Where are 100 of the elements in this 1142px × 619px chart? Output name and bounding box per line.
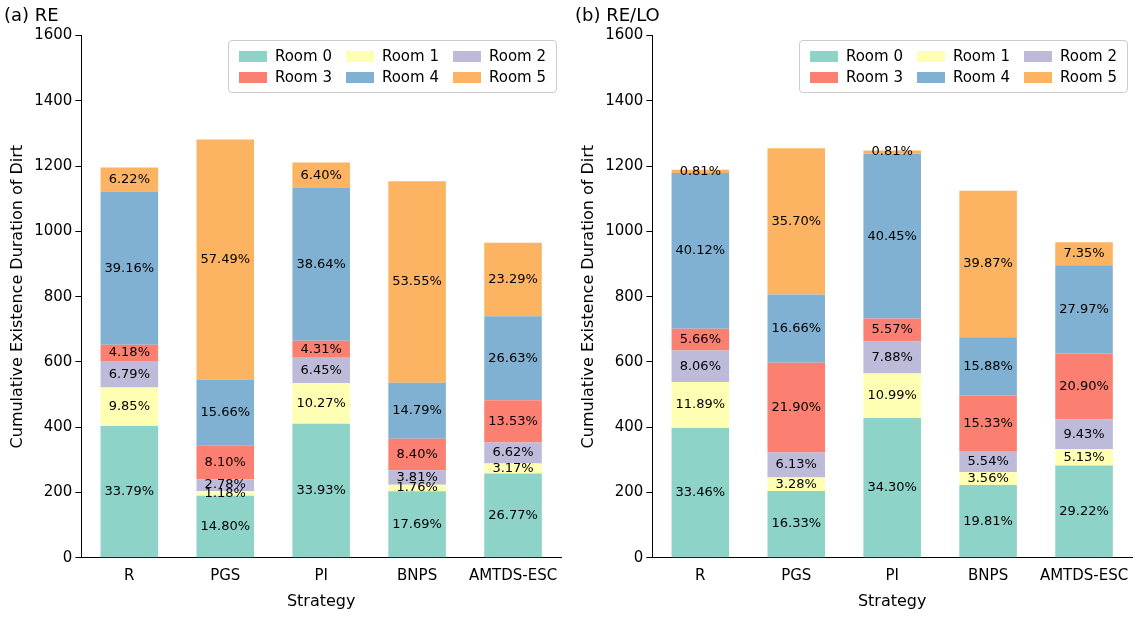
legend-label: Room 0 [845, 47, 903, 65]
x-tick-label: R [695, 565, 706, 584]
x-tick-label: BNPS [397, 565, 438, 584]
bar [484, 473, 542, 558]
annotation: 11.89% [675, 396, 726, 412]
y-tick-label: 1600 [34, 25, 73, 44]
annotation: 39.16% [104, 259, 155, 275]
y-axis-title: Cumulative Existence Duration of Dirt [577, 144, 597, 449]
annotation: 34.30% [867, 479, 917, 495]
bar [100, 425, 159, 558]
bar [100, 191, 159, 345]
annotation: 15.88% [963, 357, 1013, 373]
x-tick-label: PI [885, 565, 899, 584]
annotation: 10.99% [867, 387, 917, 403]
x-axis-title: Strategy [857, 590, 927, 610]
y-tick-label: 200 [43, 482, 73, 501]
y-tick-label: 600 [614, 351, 644, 370]
annotation: 40.12% [675, 242, 726, 258]
bar [196, 139, 255, 380]
bar [100, 387, 159, 426]
bar [671, 173, 730, 329]
legend-label: Room 1 [381, 47, 439, 65]
y-tick-label: 1400 [605, 90, 644, 109]
bar [292, 423, 350, 558]
annotation: 3.28% [775, 475, 817, 491]
annotation: 6.62% [492, 444, 534, 460]
annotation: 53.55% [392, 273, 442, 289]
annotation: 9.85% [108, 398, 150, 414]
annotation: 8.06% [679, 357, 721, 373]
bar [767, 490, 826, 558]
annotation: 3.17% [492, 459, 534, 475]
annotation: 17.69% [392, 515, 442, 531]
bar [671, 381, 730, 428]
annotation: 6.13% [775, 456, 817, 472]
annotation: 0.81% [871, 143, 913, 159]
annotation: 40.45% [867, 227, 917, 243]
y-axis-title: Cumulative Existence Duration of Dirt [6, 144, 26, 449]
bar [388, 491, 446, 558]
bar [484, 316, 542, 401]
annotation: 33.93% [296, 481, 346, 497]
y-tick-label: 800 [614, 286, 644, 305]
bar [292, 188, 350, 341]
legend-label: Room 5 [1059, 68, 1117, 86]
y-tick-label: 1600 [605, 25, 644, 44]
annotation: 33.46% [675, 483, 726, 499]
legend-label: Room 5 [488, 68, 546, 86]
bar [767, 452, 826, 478]
bar [1055, 265, 1113, 354]
legend-label: Room 2 [488, 47, 546, 65]
annotation: 16.33% [771, 515, 822, 531]
y-tick-label: 1000 [34, 221, 73, 240]
y-tick-label: 0 [633, 547, 644, 566]
bar [196, 495, 255, 558]
x-tick-label: BNPS [968, 565, 1009, 584]
annotation: 33.79% [104, 483, 155, 498]
annotation: 4.31% [300, 340, 342, 356]
annotation: 15.66% [200, 403, 251, 419]
bar [767, 362, 826, 453]
annotation: 29.22% [1059, 502, 1109, 518]
annotation: 4.18% [108, 344, 150, 360]
bar [1055, 353, 1113, 420]
bar [959, 190, 1017, 338]
y-tick-label: 1200 [34, 156, 73, 175]
bar [1055, 419, 1113, 450]
bar [388, 181, 446, 383]
annotation: 20.90% [1059, 377, 1109, 393]
annotation: 14.79% [392, 402, 442, 418]
x-tick-label: AMTDS-ESC [1039, 565, 1129, 584]
annotation: 26.77% [488, 506, 538, 522]
annotation: 26.63% [488, 349, 538, 365]
y-tick-label: 800 [43, 286, 73, 305]
annotation: 14.80% [200, 517, 251, 533]
bar [1055, 465, 1113, 558]
bar [292, 383, 350, 424]
chart-title: (a) RE [4, 4, 59, 26]
x-axis-title: Strategy [286, 590, 356, 610]
annotation: 16.66% [771, 319, 822, 335]
y-tick-label: 1000 [605, 221, 644, 240]
legend-label: Room 1 [952, 47, 1010, 65]
annotation: 5.13% [1063, 448, 1105, 464]
bar [767, 294, 826, 363]
y-tick-label: 0 [62, 547, 73, 566]
annotation: 13.53% [488, 412, 538, 428]
annotation: 5.57% [871, 321, 913, 337]
bar [484, 242, 542, 317]
annotation: 3.56% [967, 469, 1009, 485]
annotation: 5.54% [967, 453, 1009, 469]
annotation: 39.87% [963, 255, 1013, 271]
bar [863, 153, 921, 319]
annotation: 35.70% [771, 212, 822, 228]
y-tick-label: 1200 [605, 156, 644, 175]
x-tick-label: R [124, 565, 135, 584]
bar [484, 400, 542, 443]
annotation: 19.81% [963, 512, 1013, 528]
x-tick-label: AMTDS-ESC [468, 565, 558, 584]
bar [196, 379, 255, 446]
annotation: 8.40% [396, 445, 438, 461]
annotation: 9.43% [1063, 425, 1105, 441]
annotation: 27.97% [1059, 300, 1109, 316]
bar [959, 337, 1017, 396]
